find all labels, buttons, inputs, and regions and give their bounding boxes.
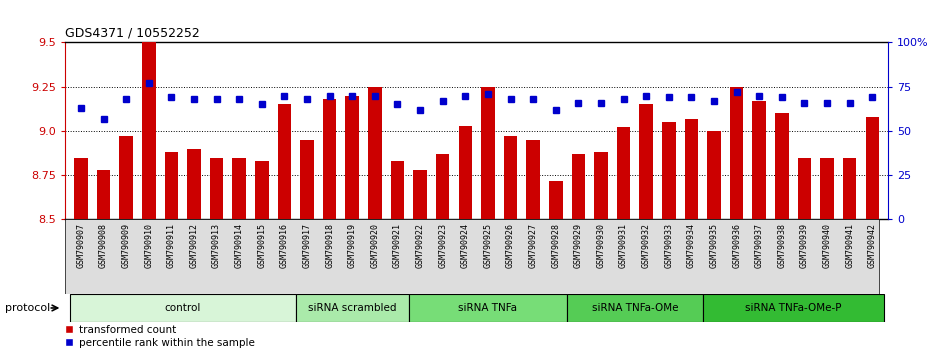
Bar	[413, 170, 427, 219]
Text: GSM790937: GSM790937	[755, 223, 764, 268]
Text: GSM790927: GSM790927	[528, 223, 538, 268]
Text: GSM790940: GSM790940	[823, 223, 831, 268]
Text: GSM790911: GSM790911	[166, 223, 176, 268]
Text: GSM790923: GSM790923	[438, 223, 447, 268]
Bar	[97, 170, 111, 219]
Bar	[345, 96, 359, 219]
Text: GSM790934: GSM790934	[687, 223, 696, 268]
Bar	[843, 158, 857, 219]
Text: siRNA TNFa-OMe: siRNA TNFa-OMe	[591, 303, 678, 313]
Bar	[119, 136, 133, 219]
Text: GSM790920: GSM790920	[370, 223, 379, 268]
Bar	[703, 294, 884, 322]
Bar	[391, 161, 405, 219]
Bar	[232, 158, 246, 219]
Text: GSM790916: GSM790916	[280, 223, 289, 268]
Text: GSM790936: GSM790936	[732, 223, 741, 268]
Bar	[165, 152, 179, 219]
Text: GSM790938: GSM790938	[777, 223, 787, 268]
Text: GSM790919: GSM790919	[348, 223, 357, 268]
Bar	[323, 99, 337, 219]
Bar	[142, 0, 155, 219]
Text: GSM790907: GSM790907	[76, 223, 86, 268]
Text: GDS4371 / 10552252: GDS4371 / 10552252	[65, 27, 200, 40]
Bar	[368, 87, 381, 219]
Bar	[70, 294, 296, 322]
Text: GSM790921: GSM790921	[393, 223, 402, 268]
Bar	[549, 181, 563, 219]
Bar	[409, 294, 567, 322]
Bar	[640, 104, 653, 219]
Text: GSM790931: GSM790931	[619, 223, 628, 268]
Text: GSM790932: GSM790932	[642, 223, 651, 268]
Text: GSM790928: GSM790928	[551, 223, 560, 268]
Text: GSM790924: GSM790924	[461, 223, 470, 268]
Bar	[775, 113, 789, 219]
Bar	[255, 161, 269, 219]
Bar	[820, 158, 834, 219]
Bar	[707, 131, 721, 219]
Bar	[684, 119, 698, 219]
Text: GSM790918: GSM790918	[326, 223, 334, 268]
Bar	[662, 122, 675, 219]
Text: GSM790917: GSM790917	[302, 223, 312, 268]
Bar	[278, 104, 291, 219]
Text: GSM790935: GSM790935	[710, 223, 719, 268]
Bar	[594, 152, 608, 219]
Bar	[300, 140, 313, 219]
Text: GSM790929: GSM790929	[574, 223, 583, 268]
Text: GSM790908: GSM790908	[99, 223, 108, 268]
Text: GSM790912: GSM790912	[190, 223, 198, 268]
Bar	[296, 294, 409, 322]
Text: GSM790922: GSM790922	[416, 223, 425, 268]
Text: GSM790925: GSM790925	[484, 223, 492, 268]
Text: GSM790909: GSM790909	[122, 223, 130, 268]
Text: GSM790941: GSM790941	[845, 223, 855, 268]
Text: siRNA TNFa: siRNA TNFa	[458, 303, 517, 313]
Bar	[752, 101, 766, 219]
Bar	[617, 127, 631, 219]
Bar	[74, 158, 87, 219]
Text: GSM790933: GSM790933	[664, 223, 673, 268]
Text: GSM790942: GSM790942	[868, 223, 877, 268]
Bar	[458, 126, 472, 219]
Text: GSM790910: GSM790910	[144, 223, 153, 268]
Bar	[436, 154, 449, 219]
Bar	[572, 154, 585, 219]
Bar	[866, 117, 879, 219]
Text: GSM790926: GSM790926	[506, 223, 515, 268]
Text: protocol: protocol	[5, 303, 50, 313]
Bar	[504, 136, 517, 219]
Bar	[187, 149, 201, 219]
Text: GSM790915: GSM790915	[258, 223, 266, 268]
Text: GSM790913: GSM790913	[212, 223, 221, 268]
Text: control: control	[165, 303, 201, 313]
Bar	[798, 158, 811, 219]
Text: GSM790914: GSM790914	[234, 223, 244, 268]
Text: GSM790939: GSM790939	[800, 223, 809, 268]
Bar	[526, 140, 540, 219]
Bar	[481, 87, 495, 219]
Bar	[567, 294, 703, 322]
Bar	[210, 158, 223, 219]
Legend: transformed count, percentile rank within the sample: transformed count, percentile rank withi…	[61, 321, 259, 352]
Text: siRNA scrambled: siRNA scrambled	[308, 303, 396, 313]
Text: GSM790930: GSM790930	[596, 223, 605, 268]
Text: siRNA TNFa-OMe-P: siRNA TNFa-OMe-P	[745, 303, 842, 313]
Bar	[730, 87, 743, 219]
